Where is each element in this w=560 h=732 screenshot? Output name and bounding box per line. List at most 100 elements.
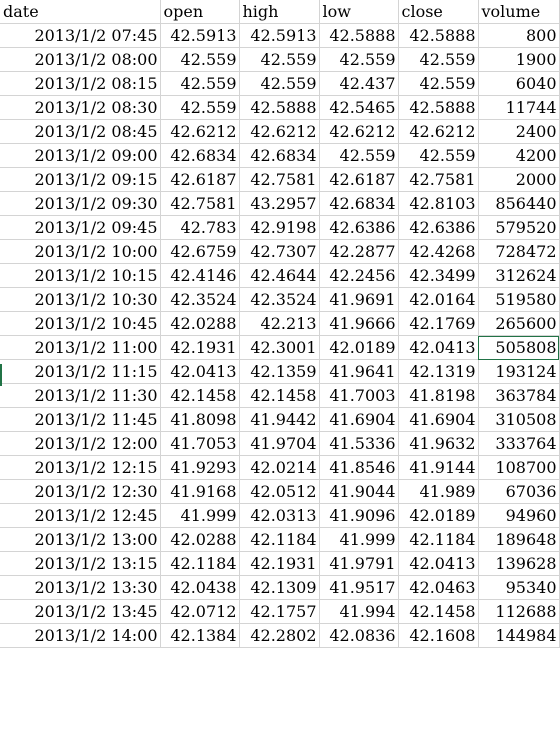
cell-close[interactable]: 42.3499 <box>398 263 479 288</box>
cell-close[interactable]: 42.559 <box>398 71 479 96</box>
cell-open[interactable]: 42.559 <box>160 95 240 120</box>
cell-date[interactable]: 2013/1/2 10:15 <box>0 263 161 288</box>
cell-volume[interactable]: 856440 <box>478 191 560 216</box>
cell-high[interactable]: 42.559 <box>239 71 320 96</box>
cell-volume[interactable]: 2000 <box>478 167 560 192</box>
cell-volume[interactable]: 108700 <box>478 455 560 480</box>
cell-close[interactable]: 42.5888 <box>398 95 479 120</box>
cell-low[interactable]: 41.9791 <box>319 551 399 576</box>
cell-open[interactable]: 42.1384 <box>160 623 240 648</box>
cell-low[interactable]: 42.2877 <box>319 239 399 264</box>
cell-date[interactable]: 2013/1/2 11:45 <box>0 407 161 432</box>
cell-volume[interactable]: 333764 <box>478 431 560 456</box>
header-cell-date[interactable]: date <box>0 0 161 24</box>
cell-high[interactable]: 42.559 <box>239 47 320 72</box>
cell-low[interactable]: 42.6187 <box>319 167 399 192</box>
cell-low[interactable]: 42.2456 <box>319 263 399 288</box>
cell-volume[interactable]: 579520 <box>478 215 560 240</box>
cell-date[interactable]: 2013/1/2 10:30 <box>0 287 161 312</box>
cell-volume[interactable]: 6040 <box>478 71 560 96</box>
cell-high[interactable]: 42.1359 <box>239 359 320 384</box>
cell-open[interactable]: 42.559 <box>160 47 240 72</box>
cell-close[interactable]: 41.6904 <box>398 407 479 432</box>
cell-volume[interactable]: 1900 <box>478 47 560 72</box>
cell-low[interactable]: 41.999 <box>319 527 399 552</box>
cell-open[interactable]: 42.0288 <box>160 527 240 552</box>
cell-high[interactable]: 42.213 <box>239 311 320 336</box>
cell-open[interactable]: 42.559 <box>160 71 240 96</box>
cell-close[interactable]: 41.989 <box>398 479 479 504</box>
cell-low[interactable]: 42.6834 <box>319 191 399 216</box>
cell-low[interactable]: 42.6386 <box>319 215 399 240</box>
cell-open[interactable]: 42.1184 <box>160 551 240 576</box>
header-cell-volume[interactable]: volume <box>478 0 560 24</box>
cell-volume[interactable]: 800 <box>478 23 560 48</box>
cell-date[interactable]: 2013/1/2 12:30 <box>0 479 161 504</box>
cell-open[interactable]: 42.1458 <box>160 383 240 408</box>
cell-low[interactable]: 41.6904 <box>319 407 399 432</box>
cell-high[interactable]: 41.9704 <box>239 431 320 456</box>
cell-low[interactable]: 41.9517 <box>319 575 399 600</box>
cell-date[interactable]: 2013/1/2 08:45 <box>0 119 161 144</box>
cell-open[interactable]: 41.7053 <box>160 431 240 456</box>
cell-date[interactable]: 2013/1/2 14:00 <box>0 623 161 648</box>
cell-close[interactable]: 42.8103 <box>398 191 479 216</box>
cell-open[interactable]: 42.783 <box>160 215 240 240</box>
cell-date[interactable]: 2013/1/2 09:45 <box>0 215 161 240</box>
cell-low[interactable]: 41.9641 <box>319 359 399 384</box>
cell-close[interactable]: 42.4268 <box>398 239 479 264</box>
cell-low[interactable]: 41.9044 <box>319 479 399 504</box>
cell-close[interactable]: 42.1458 <box>398 599 479 624</box>
cell-open[interactable]: 42.0288 <box>160 311 240 336</box>
cell-volume[interactable]: 310508 <box>478 407 560 432</box>
cell-close[interactable]: 42.7581 <box>398 167 479 192</box>
cell-low[interactable]: 42.559 <box>319 143 399 168</box>
cell-open[interactable]: 41.999 <box>160 503 240 528</box>
cell-date[interactable]: 2013/1/2 13:45 <box>0 599 161 624</box>
cell-high[interactable]: 42.1309 <box>239 575 320 600</box>
cell-high[interactable]: 42.5888 <box>239 95 320 120</box>
cell-high[interactable]: 42.2802 <box>239 623 320 648</box>
cell-high[interactable]: 42.3001 <box>239 335 320 360</box>
cell-date[interactable]: 2013/1/2 13:30 <box>0 575 161 600</box>
cell-high[interactable]: 42.0214 <box>239 455 320 480</box>
cell-date[interactable]: 2013/1/2 12:15 <box>0 455 161 480</box>
cell-date[interactable]: 2013/1/2 09:30 <box>0 191 161 216</box>
cell-close[interactable]: 41.8198 <box>398 383 479 408</box>
cell-date[interactable]: 2013/1/2 10:00 <box>0 239 161 264</box>
cell-volume[interactable]: 193124 <box>478 359 560 384</box>
cell-close[interactable]: 42.0413 <box>398 551 479 576</box>
cell-open[interactable]: 42.0712 <box>160 599 240 624</box>
cell-volume[interactable]: 519580 <box>478 287 560 312</box>
cell-close[interactable]: 42.1608 <box>398 623 479 648</box>
cell-date[interactable]: 2013/1/2 09:00 <box>0 143 161 168</box>
header-cell-open[interactable]: open <box>160 0 240 24</box>
cell-high[interactable]: 42.7307 <box>239 239 320 264</box>
cell-volume[interactable]: 139628 <box>478 551 560 576</box>
cell-open[interactable]: 41.9168 <box>160 479 240 504</box>
cell-volume[interactable]: 67036 <box>478 479 560 504</box>
cell-volume[interactable]: 189648 <box>478 527 560 552</box>
cell-low[interactable]: 41.9096 <box>319 503 399 528</box>
cell-high[interactable]: 43.2957 <box>239 191 320 216</box>
cell-volume[interactable]: 11744 <box>478 95 560 120</box>
cell-volume[interactable]: 2400 <box>478 119 560 144</box>
cell-open[interactable]: 42.3524 <box>160 287 240 312</box>
cell-high[interactable]: 42.0512 <box>239 479 320 504</box>
cell-open[interactable]: 42.0413 <box>160 359 240 384</box>
cell-date[interactable]: 2013/1/2 11:00 <box>0 335 161 360</box>
cell-open[interactable]: 41.8098 <box>160 407 240 432</box>
cell-close[interactable]: 42.0189 <box>398 503 479 528</box>
cell-low[interactable]: 42.5888 <box>319 23 399 48</box>
cell-high[interactable]: 42.5913 <box>239 23 320 48</box>
cell-low[interactable]: 42.5465 <box>319 95 399 120</box>
cell-high[interactable]: 42.1458 <box>239 383 320 408</box>
cell-open[interactable]: 42.5913 <box>160 23 240 48</box>
cell-volume[interactable]: 265600 <box>478 311 560 336</box>
cell-low[interactable]: 41.9666 <box>319 311 399 336</box>
cell-high[interactable]: 42.0313 <box>239 503 320 528</box>
cell-close[interactable]: 41.9144 <box>398 455 479 480</box>
cell-low[interactable]: 42.0189 <box>319 335 399 360</box>
cell-open[interactable]: 42.6759 <box>160 239 240 264</box>
cell-low[interactable]: 42.559 <box>319 47 399 72</box>
